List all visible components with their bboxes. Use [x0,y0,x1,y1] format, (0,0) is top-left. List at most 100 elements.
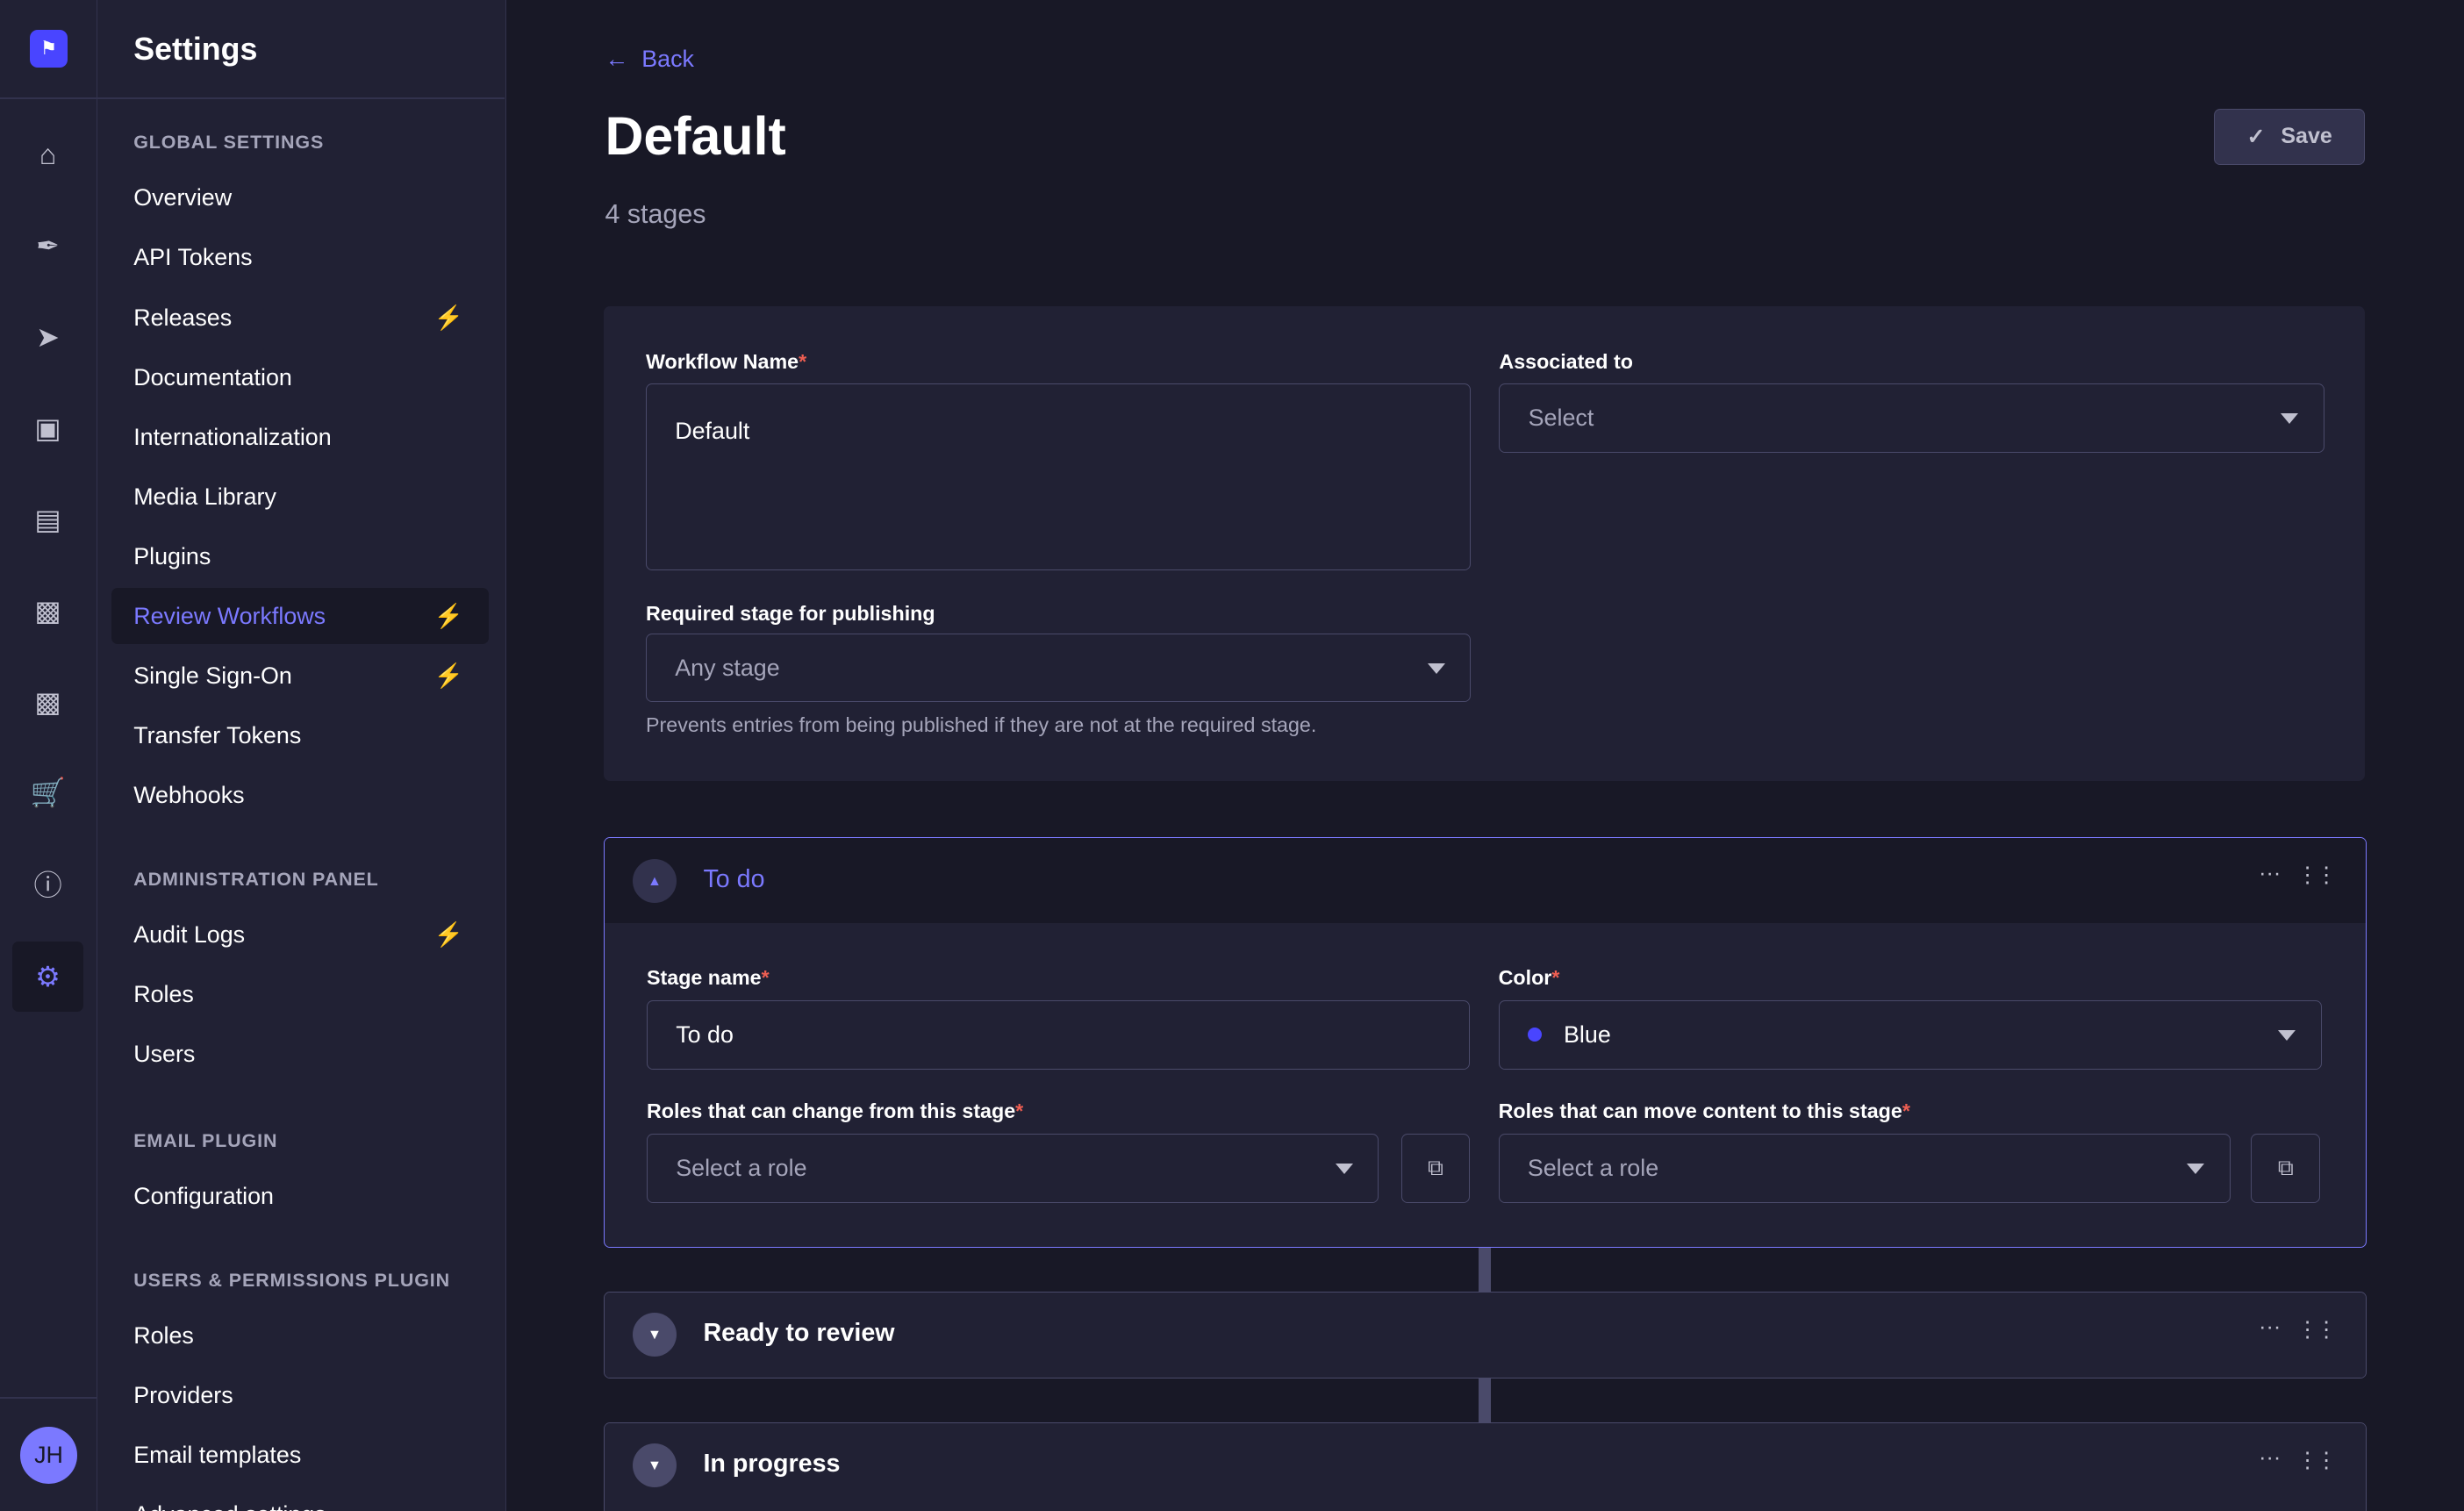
stage-header[interactable]: ▲ To do ··· ⋮⋮ [604,838,2366,924]
sidebar-item-review-workflows[interactable]: Review Workflows ⚡ [111,587,489,645]
save-button[interactable]: ✓ Save [2214,108,2366,166]
more-icon[interactable]: ··· [2259,1444,2281,1470]
sidebar-item-transfer-tokens[interactable]: Transfer Tokens [111,707,489,763]
chevron-down-icon [1427,662,1445,674]
divider [0,97,98,99]
sidebar-item-releases[interactable]: Releases ⚡ [111,290,489,346]
sidebar-item-roles[interactable]: Roles [111,1307,489,1364]
stage-connector [1479,1374,1492,1426]
stage-title: To do [703,864,765,893]
associated-to-select[interactable]: Select [1499,383,2324,453]
stage-card: ▲ To do ··· ⋮⋮ Stage name* To do Color* … [603,837,2367,1248]
sidebar-item-overview[interactable]: Overview [111,169,489,226]
sidebar-item-label: Internationalization [133,423,332,450]
drag-handle-icon[interactable]: ⋮⋮ [2296,1447,2338,1472]
lightning-icon: ⚡ [433,921,464,949]
sidebar-item-label: Documentation [133,363,292,390]
sidebar-item-label: Users [133,1041,196,1068]
sidebar-item-label: Email templates [133,1442,302,1469]
sidebar-item-users[interactable]: Users [111,1026,489,1082]
sidebar-item-label: Roles [133,981,194,1008]
section-heading: GLOBAL SETTINGS [133,132,325,154]
sidebar-item-label: Transfer Tokens [133,721,302,748]
chevron-up-icon[interactable]: ▲ [632,858,677,903]
workflow-name-input[interactable]: Default [645,383,1472,571]
sidebar-item-label: Media Library [133,483,276,510]
sidebar-item-label: Roles [133,1321,194,1349]
sidebar-item-providers[interactable]: Providers [111,1367,489,1423]
divider [97,97,505,99]
chevron-down-icon[interactable]: ▼ [632,1313,677,1357]
duplicate-icon[interactable]: ⧉ [2251,1134,2321,1203]
back-label: Back [641,45,694,72]
stage-name-input[interactable]: To do [646,999,1471,1070]
more-icon[interactable]: ··· [2259,1314,2281,1340]
workflow-name-label: Workflow Name* [645,350,807,374]
roles-from-select[interactable]: Select a role [646,1134,1379,1203]
info-icon[interactable]: ⓘ [33,870,62,902]
sidebar-item-label: Configuration [133,1182,274,1209]
check-icon: ✓ [2246,124,2266,149]
stage-title: Ready to review [703,1319,895,1348]
drag-handle-icon[interactable]: ⋮⋮ [2296,863,2338,888]
main-content: ← Back Default 4 stages ✓ Save Workflow N… [506,0,2464,1511]
color-label: Color* [1498,965,1560,989]
sidebar-item-label: Review Workflows [133,602,326,629]
feather-icon[interactable]: ✒ [36,230,61,262]
sidebar-item-single-sign-on[interactable]: Single Sign-On ⚡ [111,648,489,704]
required-stage-select[interactable]: Any stage [645,633,1472,703]
required-stage-label: Required stage for publishing [645,601,935,625]
puzzle-icon-2[interactable]: ▩ [34,685,61,718]
stage-connector [1479,1241,1492,1295]
sidebar-item-label: Webhooks [133,781,245,808]
lightning-icon: ⚡ [433,602,464,629]
sidebar-item-email-templates[interactable]: Email templates [111,1427,489,1483]
section-heading: ADMINISTRATION PANEL [133,869,379,891]
sidebar-item-label: Audit Logs [133,921,246,949]
chevron-down-icon [2280,412,2298,424]
stage-card: ▼ In progress ··· ⋮⋮ [603,1421,2367,1511]
lightning-icon: ⚡ [433,662,464,689]
sidebar-item-documentation[interactable]: Documentation [111,349,489,405]
chevron-down-icon [2278,1029,2296,1041]
sidebar-item-advanced-settings[interactable]: Advanced settings [111,1486,489,1511]
stage-name-label: Stage name* [646,965,770,989]
color-select[interactable]: Blue [1498,999,2322,1070]
stage-header[interactable]: ▼ Ready to review ··· ⋮⋮ [604,1293,2366,1378]
sidebar-item-internationalization[interactable]: Internationalization [111,409,489,465]
avatar[interactable]: JH [20,1427,77,1484]
layout-icon[interactable]: ▤ [34,503,61,535]
sidebar-item-label: Providers [133,1381,233,1408]
main-nav-rail: ⚑ ⌂ ✒ ➤ ▣ ▤ ▩ ▩ 🛒 ⓘ ⚙ JH [0,0,98,1511]
back-link[interactable]: ← Back [605,46,694,73]
stage-card: ▼ Ready to review ··· ⋮⋮ [603,1292,2367,1379]
sidebar-item-webhooks[interactable]: Webhooks [111,767,489,823]
sidebar-title: Settings [133,31,258,67]
more-icon[interactable]: ··· [2259,860,2281,885]
sidebar-item-label: Advanced settings [133,1501,326,1511]
drag-handle-icon[interactable]: ⋮⋮ [2296,1316,2338,1342]
chevron-down-icon [1335,1164,1353,1174]
home-icon[interactable]: ⌂ [39,138,57,170]
gear-icon[interactable]: ⚙ [12,941,83,1013]
stage-count: 4 stages [605,199,706,230]
cart-icon[interactable]: 🛒 [30,777,66,809]
sidebar-item-api-tokens[interactable]: API Tokens [111,229,489,285]
chevron-down-icon[interactable]: ▼ [632,1443,677,1488]
roles-to-select[interactable]: Select a role [1498,1134,2231,1203]
logo-icon[interactable]: ⚑ [30,30,68,68]
images-icon[interactable]: ▣ [34,412,61,444]
stage-header[interactable]: ▼ In progress ··· ⋮⋮ [604,1422,2366,1508]
puzzle-icon[interactable]: ▩ [34,594,61,627]
sidebar-item-label: Single Sign-On [133,662,292,689]
sidebar-item-plugins[interactable]: Plugins [111,528,489,584]
settings-sidebar: Settings GLOBAL SETTINGS Overview API Toke… [97,0,506,1511]
required-stage-hint: Prevents entries from being published if… [645,713,1317,737]
sidebar-item-label: API Tokens [133,244,253,271]
sidebar-item-roles[interactable]: Roles [111,966,489,1022]
paper-plane-icon[interactable]: ➤ [36,321,61,354]
duplicate-icon[interactable]: ⧉ [1400,1134,1471,1203]
sidebar-item-media-library[interactable]: Media Library [111,469,489,525]
sidebar-item-configuration[interactable]: Configuration [111,1168,489,1224]
sidebar-item-audit-logs[interactable]: Audit Logs ⚡ [111,906,489,963]
